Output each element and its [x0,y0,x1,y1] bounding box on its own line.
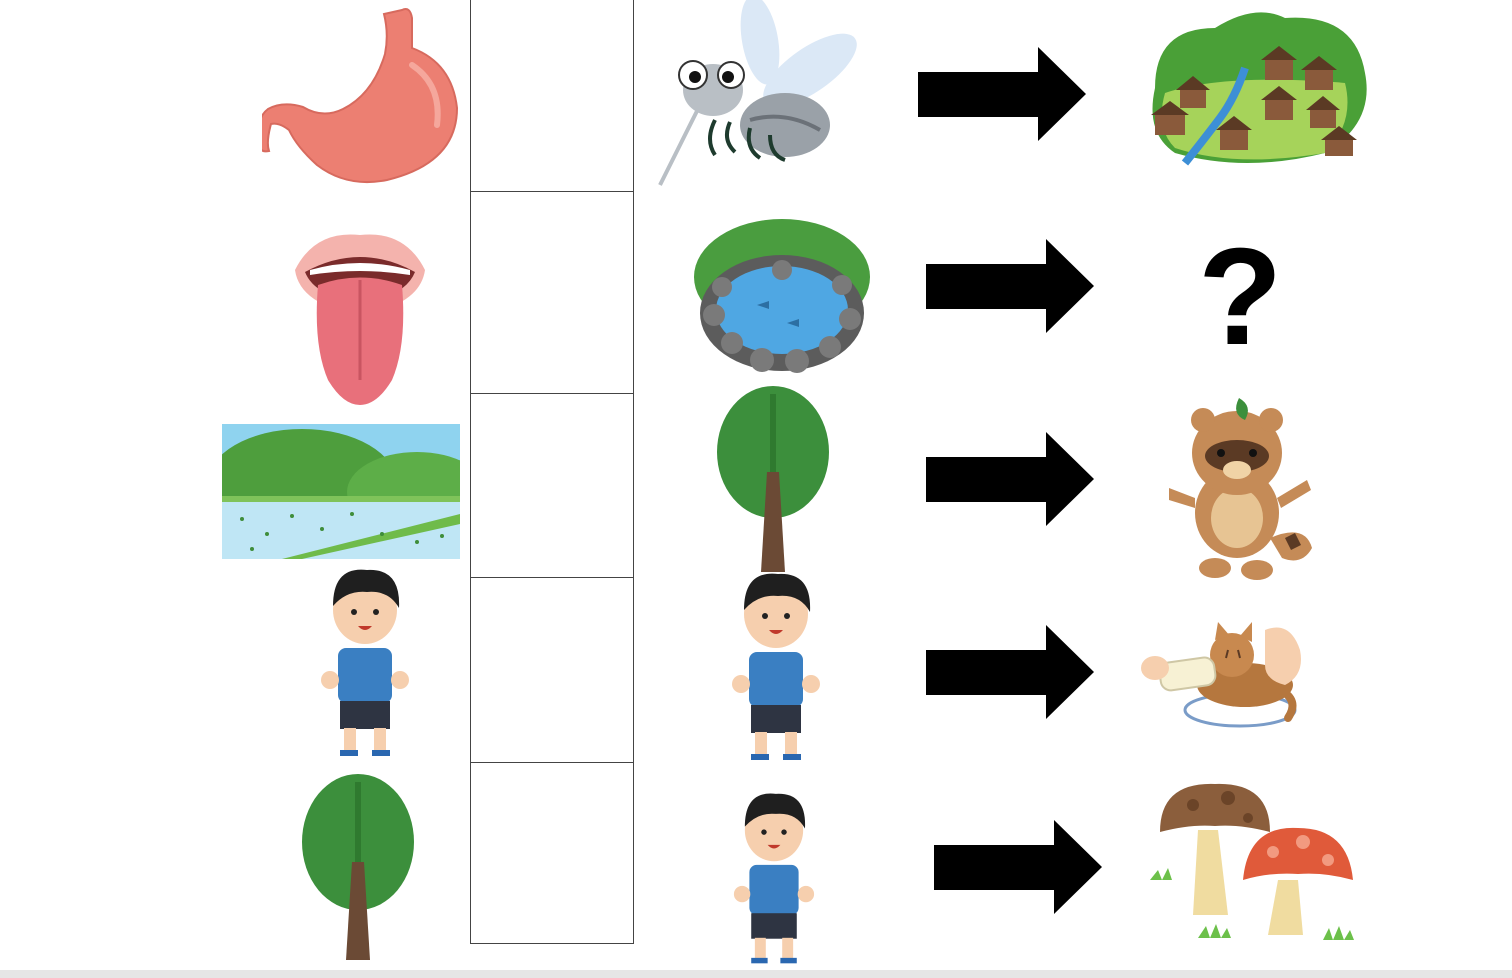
bottom-scrollbar-track [0,970,1512,978]
right-arrow-icon [926,625,1094,719]
boy-icon [732,573,820,760]
kitten-bottle-feeding-icon [1141,622,1301,728]
answer-column [470,0,634,944]
question-mark: ? [1198,220,1283,374]
tongue-icon [295,234,425,405]
right-arrow-icon [934,820,1102,914]
answer-cell-3[interactable] [471,394,633,578]
right-arrow-icon [926,432,1094,526]
rice-paddy-landscape-icon [222,424,460,559]
mushrooms-icon [1150,783,1354,940]
boy-icon [321,569,409,756]
boy-icon [733,793,815,964]
answer-cell-1[interactable] [471,0,633,192]
village-icon [1151,12,1367,166]
answer-cell-4[interactable] [471,578,633,763]
stomach-icon [262,8,459,184]
mosquito-icon [658,0,857,186]
answer-cell-5[interactable] [471,763,633,944]
right-arrow-icon [918,47,1086,141]
tanuki-icon [1169,398,1312,580]
pond-icon [694,219,870,373]
right-arrow-icon [926,239,1094,333]
answer-cell-2[interactable] [471,192,633,394]
tree-icon [302,774,414,960]
tree-icon [717,386,829,572]
